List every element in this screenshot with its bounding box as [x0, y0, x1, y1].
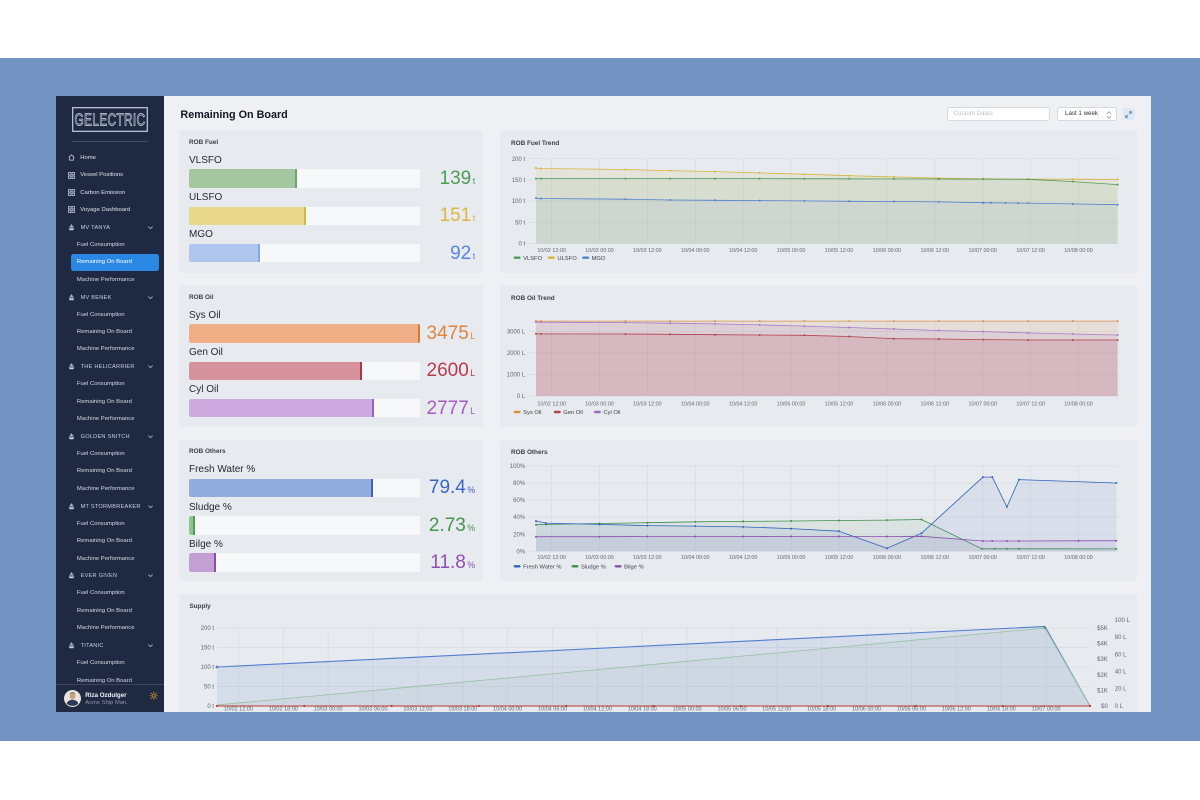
- svg-text:10/04 12:00: 10/04 12:00: [729, 248, 757, 254]
- svg-text:0%: 0%: [517, 549, 526, 555]
- svg-text:10/06 12:00: 10/06 12:00: [921, 402, 949, 408]
- svg-text:100%: 100%: [510, 464, 526, 470]
- svg-text:10/05 00:00: 10/05 00:00: [777, 402, 805, 408]
- svg-text:10/03 00:00: 10/03 00:00: [586, 248, 614, 254]
- svg-text:10/04 12:00: 10/04 12:00: [583, 706, 612, 712]
- svg-text:10/06 12:00: 10/06 12:00: [921, 555, 949, 561]
- svg-text:20 L: 20 L: [1115, 686, 1127, 692]
- svg-text:10/03 18:00: 10/03 18:00: [448, 706, 477, 712]
- svg-text:10/02 12:00: 10/02 12:00: [538, 555, 566, 561]
- svg-text:10/05 12:00: 10/05 12:00: [825, 555, 853, 561]
- svg-text:10/03 12:00: 10/03 12:00: [634, 555, 662, 561]
- svg-text:10/07 00:00: 10/07 00:00: [969, 248, 997, 254]
- svg-text:10/03 12:00: 10/03 12:00: [403, 706, 432, 712]
- svg-text:40 L: 40 L: [1115, 669, 1127, 675]
- svg-text:10/05 00:00: 10/05 00:00: [672, 706, 701, 712]
- svg-text:80%: 80%: [514, 481, 527, 487]
- svg-text:10/05 00:00: 10/05 00:00: [777, 555, 805, 561]
- svg-text:Sys Oil: Sys Oil: [523, 410, 541, 416]
- svg-text:10/06 18:00: 10/06 18:00: [986, 706, 1015, 712]
- svg-text:200 t: 200 t: [200, 626, 214, 632]
- svg-text:10/02 12:00: 10/02 12:00: [538, 248, 566, 254]
- svg-text:10/03 00:00: 10/03 00:00: [313, 706, 342, 712]
- svg-text:MGO: MGO: [592, 256, 606, 262]
- svg-text:10/08 00:00: 10/08 00:00: [1065, 555, 1093, 561]
- svg-text:40%: 40%: [514, 515, 527, 521]
- svg-text:10/07 00:00: 10/07 00:00: [1031, 706, 1060, 712]
- svg-text:10/03 06:00: 10/03 06:00: [358, 706, 387, 712]
- svg-text:Fresh Water %: Fresh Water %: [523, 564, 561, 570]
- svg-text:100 L: 100 L: [1115, 618, 1131, 624]
- svg-text:80 L: 80 L: [1115, 635, 1127, 641]
- svg-text:10/05 00:00: 10/05 00:00: [777, 248, 805, 254]
- svg-text:10/05 12:00: 10/05 12:00: [825, 248, 853, 254]
- svg-text:10/03 00:00: 10/03 00:00: [586, 555, 614, 561]
- svg-text:ULSFO: ULSFO: [558, 256, 578, 262]
- svg-text:50 t: 50 t: [516, 220, 526, 226]
- svg-text:10/07 12:00: 10/07 12:00: [1017, 402, 1045, 408]
- svg-text:Sludge %: Sludge %: [581, 564, 606, 570]
- svg-text:$0: $0: [1101, 703, 1108, 709]
- svg-text:10/05 12:00: 10/05 12:00: [825, 402, 853, 408]
- svg-text:10/03 00:00: 10/03 00:00: [586, 402, 614, 408]
- svg-text:10/06 00:00: 10/06 00:00: [873, 555, 901, 561]
- svg-text:20%: 20%: [514, 532, 527, 538]
- svg-text:10/02 18:00: 10/02 18:00: [269, 706, 298, 712]
- svg-text:2000 L: 2000 L: [507, 351, 526, 357]
- svg-text:10/04 12:00: 10/04 12:00: [729, 402, 757, 408]
- svg-text:0 t: 0 t: [207, 704, 214, 710]
- svg-text:$2K: $2K: [1097, 672, 1108, 678]
- svg-text:60 L: 60 L: [1115, 652, 1127, 658]
- svg-text:60%: 60%: [514, 498, 527, 504]
- svg-text:10/06 00:00: 10/06 00:00: [873, 402, 901, 408]
- svg-text:10/03 12:00: 10/03 12:00: [634, 402, 662, 408]
- svg-text:10/07 12:00: 10/07 12:00: [1017, 555, 1045, 561]
- svg-text:0 t: 0 t: [519, 242, 526, 248]
- svg-text:10/04 00:00: 10/04 00:00: [681, 402, 709, 408]
- svg-text:10/02 12:00: 10/02 12:00: [224, 706, 253, 712]
- svg-text:$4K: $4K: [1097, 641, 1108, 647]
- svg-text:10/03 12:00: 10/03 12:00: [634, 248, 662, 254]
- svg-text:150 t: 150 t: [200, 645, 214, 651]
- svg-text:10/04 00:00: 10/04 00:00: [681, 555, 709, 561]
- svg-text:$5K: $5K: [1097, 625, 1108, 631]
- svg-text:10/04 18:00: 10/04 18:00: [627, 706, 656, 712]
- svg-text:10/07 00:00: 10/07 00:00: [969, 555, 997, 561]
- svg-text:GELECTRIC: GELECTRIC: [74, 110, 145, 130]
- svg-text:10/06 12:00: 10/06 12:00: [921, 248, 949, 254]
- svg-text:10/06 00:00: 10/06 00:00: [852, 706, 881, 712]
- svg-text:200 t: 200 t: [512, 157, 526, 163]
- svg-text:10/05 18:00: 10/05 18:00: [807, 706, 836, 712]
- svg-text:3000 L: 3000 L: [507, 330, 526, 336]
- svg-text:150 t: 150 t: [512, 178, 526, 184]
- svg-text:10/07 12:00: 10/07 12:00: [1017, 248, 1045, 254]
- svg-text:0 L: 0 L: [517, 394, 526, 400]
- svg-text:Cyl Oil: Cyl Oil: [604, 410, 621, 416]
- svg-text:Gen Oil: Gen Oil: [564, 410, 584, 416]
- svg-text:10/06 06:00: 10/06 06:00: [897, 706, 926, 712]
- svg-text:50 t: 50 t: [204, 684, 214, 690]
- svg-text:10/04 06:00: 10/04 06:00: [538, 706, 567, 712]
- svg-text:10/04 00:00: 10/04 00:00: [681, 248, 709, 254]
- svg-text:10/06 00:00: 10/06 00:00: [873, 248, 901, 254]
- svg-text:10/05 12:00: 10/05 12:00: [762, 706, 791, 712]
- svg-text:10/08 00:00: 10/08 00:00: [1065, 248, 1093, 254]
- svg-text:1000 L: 1000 L: [507, 373, 526, 379]
- svg-text:Bilge %: Bilge %: [624, 564, 644, 570]
- svg-text:10/04 12:00: 10/04 12:00: [729, 555, 757, 561]
- svg-text:10/08 00:00: 10/08 00:00: [1065, 402, 1093, 408]
- svg-text:100 t: 100 t: [512, 199, 526, 205]
- svg-text:10/07 00:00: 10/07 00:00: [969, 402, 997, 408]
- svg-text:100 t: 100 t: [200, 665, 214, 671]
- svg-text:10/06 12:00: 10/06 12:00: [942, 706, 971, 712]
- svg-text:VLSFO: VLSFO: [523, 256, 542, 262]
- svg-text:0 L: 0 L: [1115, 704, 1124, 710]
- svg-text:10/04 00:00: 10/04 00:00: [493, 706, 522, 712]
- svg-text:10/05 06:00: 10/05 06:00: [717, 706, 746, 712]
- svg-text:$1K: $1K: [1097, 688, 1108, 694]
- svg-text:$3K: $3K: [1097, 656, 1108, 662]
- svg-text:10/02 12:00: 10/02 12:00: [538, 402, 566, 408]
